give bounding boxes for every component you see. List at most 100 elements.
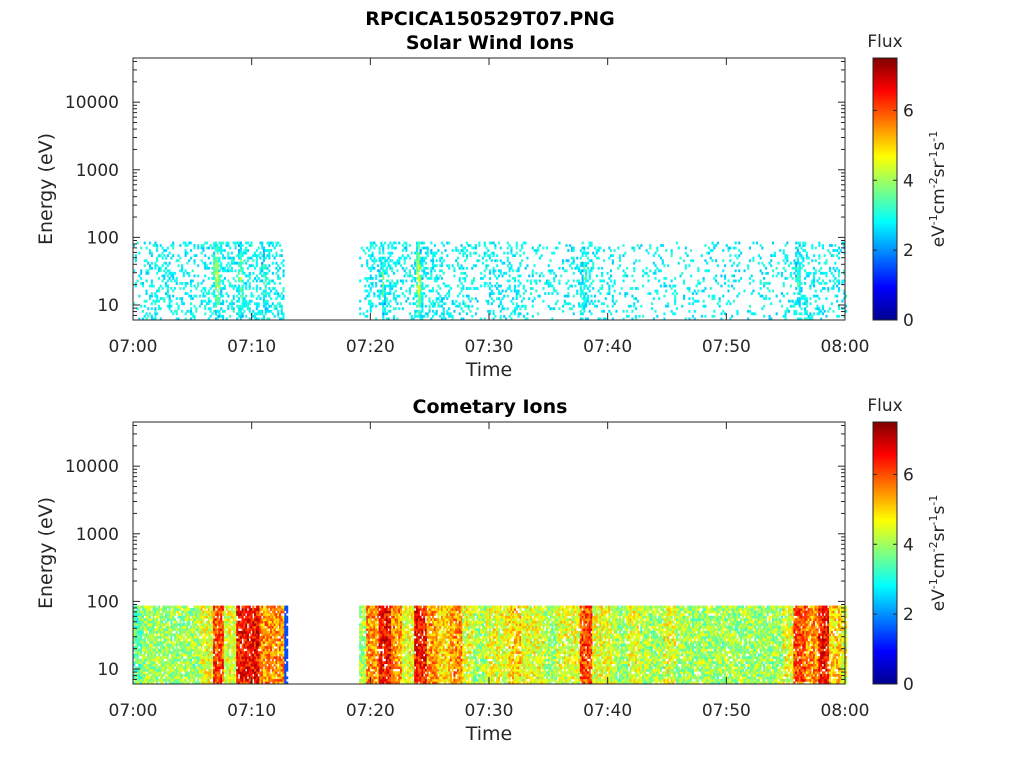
spectrogram-cell bbox=[373, 259, 376, 263]
spectrogram-cell bbox=[384, 256, 387, 260]
spectrogram-cell bbox=[188, 673, 191, 677]
spectrogram-cell bbox=[207, 666, 210, 670]
spectrogram-cell bbox=[629, 287, 632, 290]
spectrogram-cell bbox=[485, 266, 488, 270]
spectrogram-cell bbox=[195, 651, 198, 654]
spectrogram-cell bbox=[149, 613, 152, 616]
spectrogram-cell bbox=[213, 261, 216, 265]
spectrogram-cell bbox=[152, 658, 155, 662]
spectrogram-cell bbox=[245, 628, 248, 632]
spectrogram-cell bbox=[163, 628, 166, 632]
spectrogram-cell bbox=[232, 666, 235, 670]
spectrogram-cell bbox=[145, 681, 148, 685]
spectrogram-cell bbox=[230, 681, 233, 685]
spectrogram-cell bbox=[163, 249, 166, 252]
spectrogram-cell bbox=[229, 314, 232, 318]
spectrogram-cell bbox=[213, 289, 216, 293]
spectrogram-cell bbox=[462, 299, 465, 303]
spectrogram-cell bbox=[172, 605, 175, 609]
spectrogram-cell bbox=[165, 625, 168, 629]
spectrogram-cell bbox=[366, 309, 369, 313]
spectrogram-cell bbox=[198, 630, 201, 634]
spectrogram-cell bbox=[227, 661, 230, 664]
spectrogram-cell bbox=[234, 269, 237, 273]
spectrogram-cell bbox=[207, 620, 210, 624]
spectrogram-cell bbox=[836, 314, 839, 318]
spectrogram-cell bbox=[631, 317, 634, 321]
spectrogram-cell bbox=[241, 608, 244, 611]
spectrogram-cell bbox=[359, 307, 362, 311]
spectrogram-cell bbox=[537, 312, 540, 316]
spectrogram-cell bbox=[143, 678, 146, 682]
spectrogram-cell bbox=[241, 673, 244, 677]
spectrogram-cell bbox=[213, 251, 216, 255]
spectrogram-cell bbox=[223, 284, 226, 288]
spectrogram-cell bbox=[800, 282, 803, 285]
spectrogram-cell bbox=[268, 294, 271, 298]
spectrogram-cell bbox=[227, 241, 230, 245]
spectrogram-cell bbox=[715, 274, 718, 278]
spectrogram-cell bbox=[257, 658, 260, 662]
spectrogram-cell bbox=[175, 641, 178, 644]
spectrogram-cell bbox=[572, 312, 575, 316]
spectrogram-cell bbox=[364, 284, 367, 288]
spectrogram-cell bbox=[492, 317, 495, 321]
spectrogram-cell bbox=[264, 284, 267, 288]
spectrogram-cell bbox=[786, 309, 789, 313]
spectrogram-cell bbox=[490, 284, 493, 288]
spectrogram-cell bbox=[462, 294, 465, 298]
spectrogram-cell bbox=[547, 284, 550, 288]
spectrogram-cell bbox=[245, 656, 248, 659]
spectrogram-cell bbox=[245, 658, 248, 662]
spectrogram-cell bbox=[622, 244, 625, 247]
spectrogram-cell bbox=[490, 302, 493, 306]
spectrogram-cell bbox=[248, 613, 251, 616]
colorbar-tick-label: 0 bbox=[903, 311, 914, 331]
spectrogram-cell bbox=[264, 638, 267, 642]
spectrogram-cell bbox=[213, 302, 216, 306]
spectrogram-cell bbox=[462, 302, 465, 306]
spectrogram-cell bbox=[423, 271, 426, 275]
spectrogram-cell bbox=[585, 304, 588, 308]
spectrogram-cell bbox=[675, 307, 678, 311]
spectrogram-cell bbox=[795, 302, 798, 306]
spectrogram-cell bbox=[193, 317, 196, 321]
spectrogram-cell bbox=[250, 673, 253, 677]
spectrogram-cell bbox=[270, 661, 273, 664]
spectrogram-cell bbox=[366, 289, 369, 293]
spectrogram-cell bbox=[387, 279, 390, 283]
spectrogram-cell bbox=[271, 676, 274, 680]
spectrogram-cell bbox=[214, 678, 217, 682]
spectrogram-cell bbox=[218, 681, 221, 685]
spectrogram-cell bbox=[245, 620, 248, 624]
spectrogram-cell bbox=[592, 261, 595, 265]
spectrogram-cell bbox=[380, 271, 383, 275]
spectrogram-cell bbox=[206, 628, 209, 632]
spectrogram-cell bbox=[149, 605, 152, 609]
spectrogram-cell bbox=[264, 641, 267, 644]
spectrogram-cell bbox=[170, 271, 173, 275]
spectrogram-cell bbox=[581, 254, 584, 257]
spectrogram-cell bbox=[227, 269, 230, 273]
spectrogram-cell bbox=[264, 299, 267, 303]
spectrogram-cell bbox=[214, 309, 217, 313]
spectrogram-cell bbox=[448, 294, 451, 298]
spectrogram-cell bbox=[229, 643, 232, 647]
spectrogram-cell bbox=[490, 259, 493, 263]
spectrogram-cell bbox=[218, 661, 221, 664]
spectrogram-cell bbox=[133, 635, 136, 639]
spectrogram-cell bbox=[140, 661, 143, 664]
spectrogram-cell bbox=[262, 256, 265, 260]
spectrogram-cell bbox=[424, 312, 427, 316]
spectrogram-cell bbox=[599, 317, 602, 321]
spectrogram-cell bbox=[238, 638, 241, 642]
spectrogram-cell bbox=[241, 646, 244, 649]
spectrogram-cell bbox=[784, 269, 787, 273]
spectrogram-cell bbox=[255, 638, 258, 642]
spectrogram-cell bbox=[697, 299, 700, 303]
spectrogram-cell bbox=[465, 294, 468, 298]
spectrogram-cell bbox=[222, 610, 225, 614]
spectrogram-cell bbox=[156, 658, 159, 662]
spectrogram-cell bbox=[718, 297, 721, 300]
spectrogram-cell bbox=[624, 274, 627, 278]
